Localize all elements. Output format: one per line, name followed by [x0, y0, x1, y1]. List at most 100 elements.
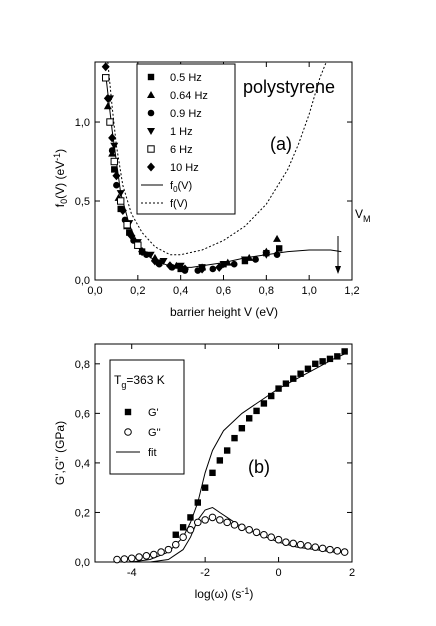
- data-point: [230, 521, 239, 529]
- data-point: [319, 358, 326, 365]
- panel-a-legend: 0.5 Hz 0.64 Hz 0.9 Hz 1 Hz 6 Hz 10 Hz f0(V) f(V…: [141, 72, 208, 210]
- data-point: [253, 407, 260, 415]
- data-point: [149, 550, 158, 559]
- data-point: [238, 425, 246, 432]
- data-point: [260, 400, 268, 407]
- data-point: [186, 525, 195, 534]
- data-point: [267, 533, 276, 542]
- data-point: [146, 251, 155, 259]
- x-tick-label: 0,0: [87, 285, 102, 297]
- y-tick-label: 0,6: [75, 408, 90, 420]
- data-point: [219, 261, 228, 269]
- panel-a-y-ticks: 0,0 0,5 1,0: [75, 117, 352, 287]
- x-tick-label: 0,6: [216, 285, 231, 297]
- legend-marker: [124, 428, 132, 436]
- data-point: [275, 245, 283, 252]
- data-point: [274, 535, 283, 544]
- data-point: [326, 545, 334, 554]
- panel-a-y-label: f0(V) (eV-1): [52, 149, 69, 207]
- panel-a-x-label: barrier height V (eV): [170, 305, 278, 319]
- data-point: [282, 380, 290, 387]
- panel-b-y-ticks: 0,0 0,2 0,4 0,6 0,8: [75, 359, 352, 569]
- legend-label: G': [148, 407, 159, 419]
- data-point: [208, 513, 217, 522]
- data-point: [165, 261, 174, 271]
- data-point: [101, 62, 110, 72]
- data-point: [159, 258, 168, 266]
- legend-label: G'': [148, 427, 161, 439]
- panel-a-material-label: polystyrene: [243, 77, 335, 97]
- legend-marker: [147, 128, 155, 135]
- data-point: [103, 93, 112, 103]
- data-point: [127, 231, 136, 241]
- data-point: [112, 171, 121, 181]
- legend-label: f0(V): [170, 180, 192, 194]
- data-point: [238, 523, 246, 532]
- vm-label: VM: [355, 207, 371, 224]
- panel-b-x-label: log(ω) (s-1): [195, 586, 254, 601]
- data-point: [296, 540, 305, 549]
- data-point: [138, 247, 147, 257]
- legend-marker: [147, 145, 155, 153]
- data-point: [187, 514, 194, 521]
- data-point: [209, 469, 216, 477]
- panel-b-legend: G' G'' fit: [116, 407, 161, 459]
- y-tick-label: 0,2: [75, 507, 90, 519]
- data-point: [110, 157, 118, 166]
- data-point: [172, 531, 179, 538]
- data-point: [262, 251, 271, 259]
- data-point: [111, 166, 118, 173]
- data-point: [289, 539, 298, 548]
- panel-b-panel-label: (b): [248, 457, 270, 477]
- data-point: [340, 548, 349, 556]
- y-tick-label: 0,5: [75, 196, 90, 208]
- data-point: [194, 518, 202, 527]
- panel-b-y-label: G',G'' (GPa): [53, 421, 67, 485]
- data-point: [118, 205, 127, 215]
- legend-label: f(V): [170, 198, 188, 210]
- data-point: [223, 518, 231, 527]
- data-point: [333, 547, 342, 555]
- data-point: [252, 256, 259, 263]
- data-point: [171, 540, 180, 549]
- data-point: [113, 181, 120, 189]
- data-point: [273, 251, 281, 259]
- series-line-fit: [95, 506, 345, 563]
- data-point: [252, 528, 261, 537]
- x-tick-label: 0: [276, 567, 282, 579]
- data-point: [273, 234, 282, 242]
- data-point: [311, 543, 320, 551]
- data-point: [245, 525, 253, 534]
- data-point: [135, 553, 143, 561]
- data-point: [230, 260, 238, 268]
- data-point: [103, 102, 112, 110]
- legend-label: 10 Hz: [170, 162, 199, 174]
- data-point: [127, 554, 136, 563]
- data-point: [176, 262, 185, 270]
- data-point: [282, 538, 290, 546]
- data-point: [110, 142, 119, 150]
- data-point: [223, 447, 231, 454]
- data-point: [297, 370, 304, 377]
- data-point: [102, 74, 110, 82]
- vm-arrow-head: [335, 266, 341, 274]
- x-tick-label: 0,4: [173, 285, 188, 297]
- panel-a-x-ticks: 0,0 0,2 0,4 0,6 0,8 1,0 1,2: [87, 62, 360, 297]
- data-point: [194, 499, 201, 506]
- data-point: [341, 348, 348, 355]
- data-point: [179, 533, 187, 542]
- data-point: [312, 360, 319, 368]
- data-point: [123, 221, 131, 229]
- data-point: [215, 262, 224, 272]
- y-tick-label: 1,0: [75, 117, 90, 129]
- legend-marker: [147, 109, 155, 117]
- data-point: [216, 457, 224, 464]
- panel-b-frame: [94, 343, 353, 563]
- y-tick-label: 0,0: [75, 275, 90, 287]
- x-tick-label: 2: [349, 567, 355, 579]
- x-tick-label: 0,8: [259, 285, 274, 297]
- data-point: [198, 264, 207, 274]
- tg-label: Tg=363 K: [114, 373, 165, 390]
- data-point: [180, 264, 189, 274]
